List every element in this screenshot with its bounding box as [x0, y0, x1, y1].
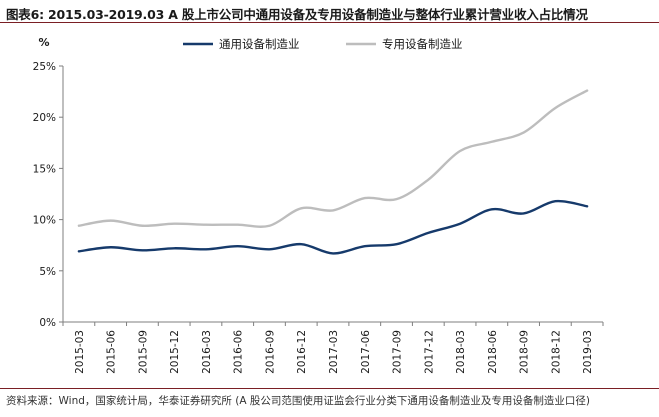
x-tick-label: 2015-06 [106, 330, 118, 374]
x-tick-label: 2018-09 [519, 330, 531, 374]
x-tick-label: 2018-03 [455, 330, 467, 374]
y-tick-label: 10% [33, 215, 56, 227]
series-line-special-equipment [77, 89, 589, 228]
x-tick-label: 2016-06 [233, 330, 245, 374]
x-tick-label: 2015-09 [137, 330, 149, 374]
x-tick-label: 2017-03 [328, 330, 340, 374]
source-divider [0, 388, 659, 389]
x-tick-label: 2017-06 [360, 330, 372, 374]
x-tick-label: 2016-03 [201, 330, 213, 374]
y-tick-label: 20% [33, 112, 56, 124]
x-tick-label: 2015-03 [74, 330, 86, 374]
x-axis: 2015-03 2015-06 2015-09 2015-12 2016-03 2016-… [62, 321, 604, 374]
line-chart: %0%5%10%15%20%25% 2015-03 2015-06 2015-09 2… [33, 36, 604, 374]
series-line-general-equipment [77, 199, 589, 255]
x-tick-label: 2017-12 [423, 330, 435, 374]
y-tick-label: 0% [39, 317, 56, 329]
y-tick-label: 5% [39, 266, 56, 278]
legend-label-special-equipment: 专用设备制造业 [382, 37, 463, 51]
legend-label-general-equipment: 通用设备制造业 [219, 37, 300, 51]
y-axis: % 0% 5% 10% 15% 20% 25% [33, 36, 64, 329]
y-tick-label: 25% [33, 61, 56, 73]
x-tick-label: 2018-06 [487, 330, 499, 374]
figure-title: 图表6: 2015.03-2019.03 A 股上市公司中通用设备及专用设备制造… [6, 7, 588, 22]
x-tick-label: 2016-12 [296, 330, 308, 374]
y-tick-label: 15% [33, 163, 56, 175]
x-tick-label: 2016-09 [264, 330, 276, 374]
series-lines [77, 89, 589, 255]
source-note: 资料来源：Wind，国家统计局，华泰证券研究所 (A 股公司范围使用证监会行业分… [6, 395, 590, 407]
legend: 通用设备制造业 专用设备制造业 [183, 37, 463, 51]
y-axis-unit-label: % [38, 36, 49, 49]
x-tick-label: 2015-12 [169, 330, 181, 374]
title-divider [0, 22, 659, 23]
x-tick-label: 2018-12 [550, 330, 562, 374]
x-tick-label: 2019-03 [582, 330, 594, 374]
x-tick-label: 2017-09 [392, 330, 404, 374]
